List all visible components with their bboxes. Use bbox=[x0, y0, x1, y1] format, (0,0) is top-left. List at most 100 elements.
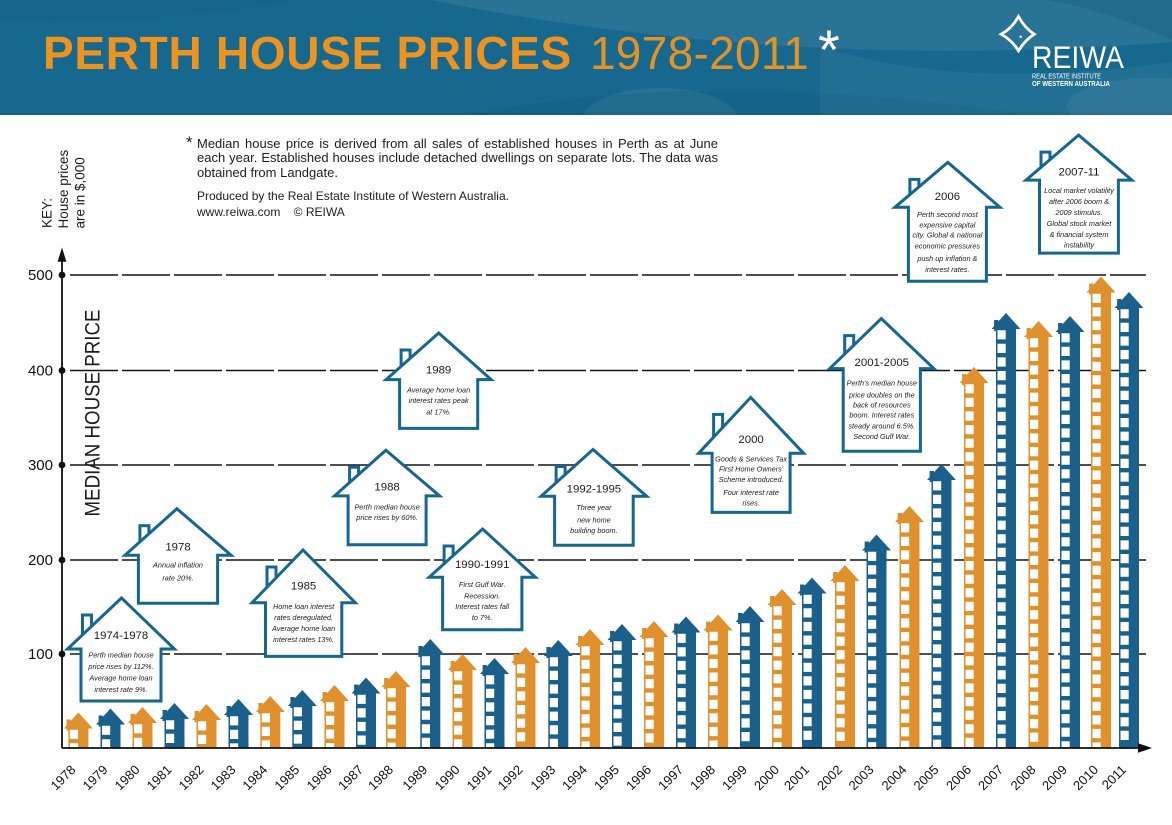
svg-text:2006: 2006 bbox=[935, 191, 960, 203]
svg-text:& financial system: & financial system bbox=[1050, 230, 1109, 239]
svg-text:2007-11: 2007-11 bbox=[1059, 167, 1100, 179]
svg-text:Average home loan: Average home loan bbox=[271, 624, 335, 633]
svg-text:REAL ESTATE INSTITUTE: REAL ESTATE INSTITUTE bbox=[1032, 72, 1101, 81]
svg-text:House prices: House prices bbox=[56, 149, 71, 228]
svg-text:Average home loan: Average home loan bbox=[88, 674, 152, 683]
svg-text:1985: 1985 bbox=[271, 762, 302, 793]
svg-text:1981: 1981 bbox=[144, 762, 175, 793]
svg-text:1985: 1985 bbox=[291, 581, 316, 593]
svg-text:2011: 2011 bbox=[1099, 762, 1129, 792]
svg-text:1998: 1998 bbox=[687, 762, 718, 793]
svg-text:2008: 2008 bbox=[1008, 762, 1039, 793]
svg-text:MEDIAN HOUSE PRICE: MEDIAN HOUSE PRICE bbox=[81, 310, 105, 517]
svg-text:200: 200 bbox=[28, 552, 53, 569]
svg-text:Local market volatility: Local market volatility bbox=[1044, 186, 1115, 195]
svg-text:2005: 2005 bbox=[911, 762, 942, 793]
svg-text:interest rate 9%.: interest rate 9%. bbox=[94, 685, 147, 694]
svg-text:back of resources: back of resources bbox=[853, 401, 911, 410]
svg-text:Home loan interest: Home loan interest bbox=[273, 602, 335, 611]
svg-text:2001-2005: 2001-2005 bbox=[855, 357, 909, 369]
svg-text:1978: 1978 bbox=[165, 542, 190, 554]
svg-text:1988: 1988 bbox=[374, 482, 399, 494]
svg-text:interest rates 13%.: interest rates 13%. bbox=[273, 635, 334, 644]
svg-text:REIWA: REIWA bbox=[1032, 39, 1124, 75]
svg-text:building boom.: building boom. bbox=[570, 526, 617, 535]
svg-text:boom. Interest rates: boom. Interest rates bbox=[849, 411, 914, 420]
svg-text:2000: 2000 bbox=[738, 434, 763, 446]
svg-text:1992: 1992 bbox=[495, 762, 526, 793]
svg-text:expensive capital: expensive capital bbox=[919, 221, 975, 230]
svg-text:push up inflation &: push up inflation & bbox=[916, 254, 977, 263]
svg-text:First Gulf War.: First Gulf War. bbox=[459, 580, 506, 589]
svg-text:100: 100 bbox=[28, 646, 53, 663]
svg-text:Average home loan: Average home loan bbox=[406, 386, 470, 395]
svg-text:rises.: rises. bbox=[742, 499, 759, 508]
svg-text:1989: 1989 bbox=[426, 365, 451, 377]
svg-text:2009: 2009 bbox=[1039, 762, 1070, 793]
svg-text:Scheme introduced.: Scheme introduced. bbox=[719, 475, 784, 484]
svg-text:after 2006 boom &: after 2006 boom & bbox=[1049, 197, 1109, 206]
svg-text:2009 stimulus.: 2009 stimulus. bbox=[1054, 208, 1102, 217]
svg-text:2001: 2001 bbox=[781, 762, 812, 793]
svg-text:economic pressures: economic pressures bbox=[915, 242, 981, 251]
svg-text:Second Gulf War.: Second Gulf War. bbox=[853, 432, 910, 441]
svg-text:price rises by 60%.: price rises by 60%. bbox=[355, 513, 418, 522]
svg-text:2000: 2000 bbox=[751, 762, 782, 793]
svg-text:1984: 1984 bbox=[239, 762, 270, 793]
svg-text:at 17%.: at 17%. bbox=[426, 408, 451, 417]
svg-text:Goods & Services Tax: Goods & Services Tax bbox=[715, 455, 787, 464]
svg-text:1989: 1989 bbox=[399, 762, 430, 793]
svg-text:instability: instability bbox=[1064, 241, 1095, 250]
svg-text:1986: 1986 bbox=[304, 762, 335, 793]
svg-text:1997: 1997 bbox=[655, 762, 686, 793]
svg-text:500: 500 bbox=[28, 267, 53, 284]
svg-text:Perth median house: Perth median house bbox=[88, 651, 153, 660]
svg-text:2004: 2004 bbox=[879, 762, 910, 793]
svg-text:Recession.: Recession. bbox=[464, 592, 500, 601]
svg-text:300: 300 bbox=[28, 457, 53, 474]
svg-text:1996: 1996 bbox=[623, 762, 654, 793]
svg-text:2002: 2002 bbox=[814, 762, 845, 793]
svg-text:Perth's median house: Perth's median house bbox=[847, 379, 917, 388]
svg-text:1990: 1990 bbox=[432, 762, 463, 793]
svg-text:2006: 2006 bbox=[943, 762, 974, 793]
svg-text:1992-1995: 1992-1995 bbox=[567, 484, 621, 496]
svg-text:steady around 6.5%.: steady around 6.5%. bbox=[848, 422, 915, 431]
svg-text:price doubles on the: price doubles on the bbox=[848, 391, 915, 400]
svg-text:1979: 1979 bbox=[80, 762, 111, 793]
svg-text:rate 20%.: rate 20%. bbox=[162, 574, 193, 583]
svg-text:Interest rates fall: Interest rates fall bbox=[455, 602, 509, 611]
svg-text:1982: 1982 bbox=[176, 762, 207, 793]
svg-text:2007: 2007 bbox=[975, 762, 1006, 793]
svg-text:Annual inflation: Annual inflation bbox=[152, 561, 203, 570]
svg-text:First Home Owners': First Home Owners' bbox=[719, 465, 784, 474]
svg-text:OF WESTERN AUSTRALIA: OF WESTERN AUSTRALIA bbox=[1032, 79, 1111, 88]
svg-text:Perth second most: Perth second most bbox=[917, 210, 979, 219]
svg-text:1983: 1983 bbox=[208, 762, 239, 793]
svg-text:1995: 1995 bbox=[591, 762, 622, 793]
svg-text:1999: 1999 bbox=[719, 762, 750, 793]
svg-text:1994: 1994 bbox=[559, 762, 590, 793]
svg-text:2010: 2010 bbox=[1070, 762, 1101, 793]
svg-text:interest rates peak: interest rates peak bbox=[409, 396, 469, 405]
svg-text:1987: 1987 bbox=[335, 762, 366, 793]
svg-text:1974-1978: 1974-1978 bbox=[94, 630, 148, 642]
svg-text:1990-1991: 1990-1991 bbox=[455, 559, 509, 571]
svg-text:1980: 1980 bbox=[112, 762, 143, 793]
svg-text:price rises by 112%.: price rises by 112%. bbox=[87, 662, 153, 671]
svg-text:to 7%.: to 7%. bbox=[472, 613, 493, 622]
svg-text:Global stock market: Global stock market bbox=[1047, 219, 1112, 228]
svg-text:2003: 2003 bbox=[846, 762, 877, 793]
svg-text:new home: new home bbox=[577, 516, 611, 525]
svg-text:Four interest rate: Four interest rate bbox=[723, 488, 779, 497]
svg-text:KEY:: KEY: bbox=[40, 198, 55, 228]
svg-text:1993: 1993 bbox=[527, 762, 558, 793]
svg-text:city. Global & national: city. Global & national bbox=[912, 231, 982, 240]
svg-text:1988: 1988 bbox=[365, 762, 396, 793]
svg-text:400: 400 bbox=[28, 363, 53, 380]
svg-text:1978: 1978 bbox=[47, 762, 78, 793]
svg-text:are in $,000: are in $,000 bbox=[73, 157, 88, 228]
svg-text:interest rates.: interest rates. bbox=[925, 265, 969, 274]
svg-text:1991: 1991 bbox=[464, 762, 495, 793]
svg-text:rates deregulated.: rates deregulated. bbox=[274, 613, 333, 622]
